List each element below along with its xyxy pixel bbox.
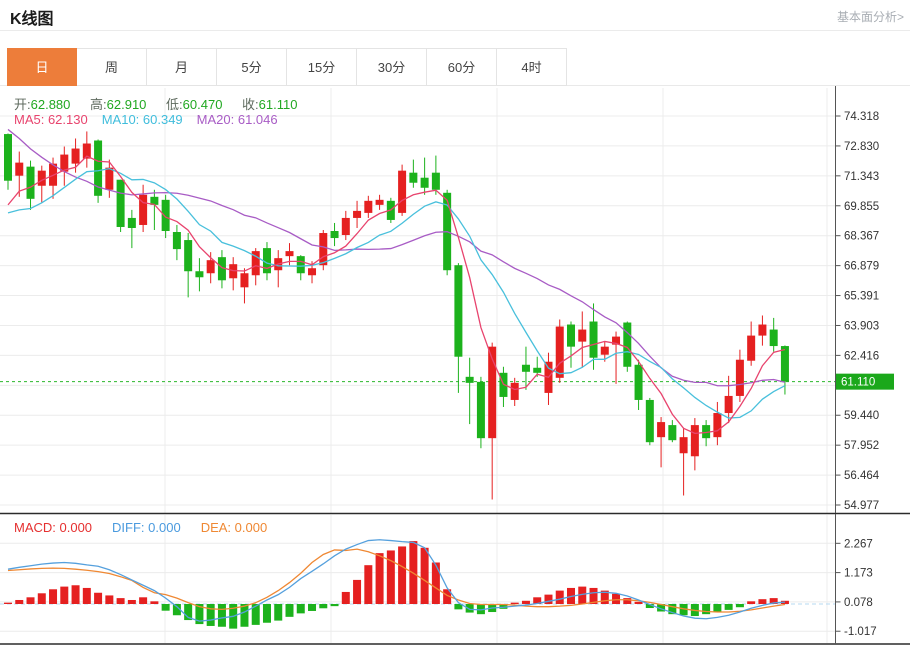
current-price-badge: 61.110 [836, 373, 894, 390]
macd-legend-item-2: DEA: 0.000 [200, 520, 268, 535]
ohlc-legend: 开:62.880 高:62.910 低:60.470 收:61.110 [14, 94, 313, 113]
header-divider [0, 30, 910, 31]
svg-text:0.078: 0.078 [844, 597, 873, 609]
svg-text:2.267: 2.267 [844, 538, 873, 550]
close-label: 收: [242, 97, 259, 112]
macd-panel [0, 515, 835, 643]
ma20-line [7, 128, 786, 387]
svg-text:69.855: 69.855 [844, 201, 879, 213]
macd-diff-line [7, 539, 785, 622]
low-value: 60.470 [182, 97, 223, 112]
candles-layer [4, 131, 789, 500]
open-label: 开: [14, 97, 31, 112]
ma10-line [7, 167, 786, 419]
svg-text:61.110: 61.110 [841, 377, 875, 389]
tab-15分[interactable]: 15分 [287, 48, 357, 86]
ma-legend-item-2: MA20: 61.046 [196, 112, 278, 127]
svg-text:66.879: 66.879 [844, 261, 879, 273]
tab-日[interactable]: 日 [7, 48, 77, 86]
svg-text:71.343: 71.343 [844, 171, 879, 183]
tab-4时[interactable]: 4时 [497, 48, 567, 86]
high-value: 62.910 [106, 97, 147, 112]
svg-text:59.440: 59.440 [844, 410, 879, 422]
tab-周[interactable]: 周 [77, 48, 147, 86]
interval-tabbar: 日周月 5分 15分 30分 60分 4时 [7, 48, 567, 86]
ma-legend-item-1: MA10: 60.349 [101, 112, 183, 127]
svg-text:57.952: 57.952 [844, 440, 879, 452]
macd-legend-item-1: DIFF: 0.000 [112, 520, 181, 535]
tab-5分[interactable]: 5分 [217, 48, 287, 86]
open-value: 62.880 [30, 97, 71, 112]
tab-60分[interactable]: 60分 [427, 48, 497, 86]
svg-text:54.977: 54.977 [844, 500, 879, 512]
svg-text:68.367: 68.367 [844, 231, 879, 243]
tab-月[interactable]: 月 [147, 48, 217, 86]
close-value: 61.110 [258, 97, 298, 112]
macd-dea-line [7, 548, 786, 613]
macd-histogram [4, 541, 789, 629]
ma5-line [7, 155, 786, 435]
svg-text:-1.017: -1.017 [844, 626, 877, 638]
svg-text:1.173: 1.173 [844, 568, 873, 580]
price-axis-labels: 74.318 72.830 71.343 69.855 68.367 66.879 65.3… [835, 111, 880, 638]
macd-legend-item-0: MACD: 0.000 [14, 520, 93, 535]
page-title: K线图 [10, 11, 54, 28]
macd-legend: MACD: 0.000 DIFF: 0.000 DEA: 0.000 [14, 520, 287, 535]
main-price-panel [0, 88, 835, 513]
tab-30分[interactable]: 30分 [357, 48, 427, 86]
fundamental-analysis-link[interactable]: 基本面分析> [836, 10, 904, 24]
svg-text:65.391: 65.391 [844, 291, 879, 303]
ma-legend: MA5: 62.130 MA10: 60.349 MA20: 61.046 [14, 112, 292, 127]
low-label: 低: [166, 97, 183, 112]
svg-text:56.464: 56.464 [844, 470, 880, 482]
high-label: 高: [90, 97, 107, 112]
svg-text:62.416: 62.416 [844, 350, 879, 362]
svg-text:63.903: 63.903 [844, 320, 879, 332]
svg-text:74.318: 74.318 [844, 111, 879, 123]
ma-legend-item-0: MA5: 62.130 [14, 112, 88, 127]
svg-text:72.830: 72.830 [844, 141, 879, 153]
